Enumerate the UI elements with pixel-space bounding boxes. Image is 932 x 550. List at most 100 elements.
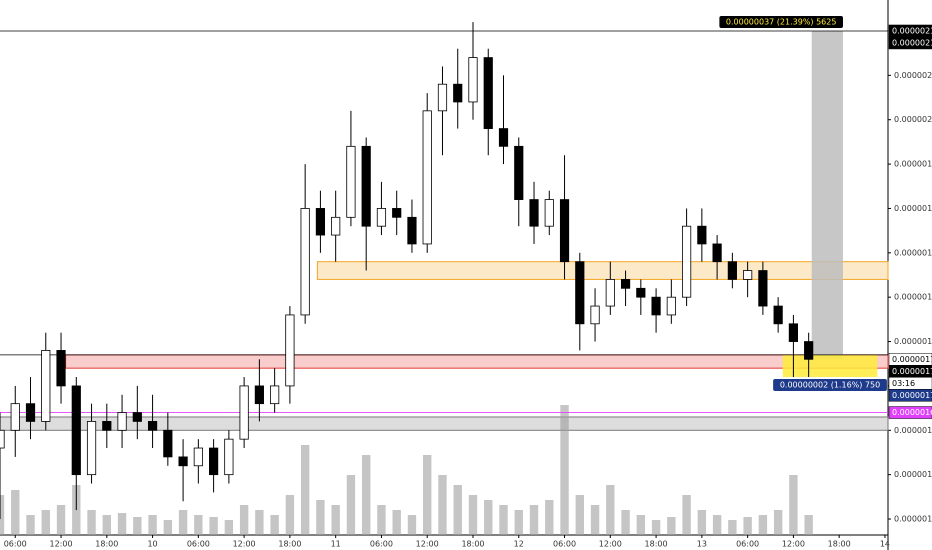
volume-bar — [651, 520, 661, 535]
candle-body — [620, 279, 631, 289]
x-tick-label: 12:00 — [49, 540, 72, 549]
y-tick-label: 0.00000190 — [894, 204, 932, 213]
volume-bar — [316, 500, 325, 535]
candle-body — [514, 145, 524, 200]
candle-body — [25, 403, 36, 422]
candle-body — [71, 385, 81, 476]
price-label: 0.00000171 — [892, 391, 932, 400]
candle-body — [712, 243, 722, 263]
y-tick-label: 0.00000160 — [894, 470, 932, 479]
candle-body — [468, 57, 478, 103]
volume-bar — [575, 495, 584, 535]
volume-bar — [560, 405, 569, 535]
candle-body — [163, 429, 173, 458]
candle-body — [178, 456, 188, 467]
candle-body — [239, 385, 249, 440]
candle-body — [193, 447, 203, 467]
volume-bar — [636, 515, 646, 535]
x-tick-label: 13 — [697, 540, 707, 549]
volume-bar — [453, 485, 462, 535]
candle-body — [498, 128, 509, 147]
candle-body — [147, 421, 158, 431]
price-label-bg — [888, 389, 932, 402]
candle-body — [346, 145, 356, 218]
volume-bar — [163, 520, 173, 535]
price-label: 0.00000167 — [892, 408, 932, 417]
candle-body — [224, 438, 234, 476]
x-tick-label: 06:00 — [736, 540, 759, 549]
volume-bar — [300, 445, 310, 535]
candle-body — [773, 305, 783, 325]
volume-bar — [789, 475, 798, 535]
candle-body — [41, 350, 51, 422]
x-tick-label: 10 — [147, 540, 157, 549]
candle-body — [453, 83, 463, 103]
volume-bar — [209, 517, 218, 535]
volume-bar — [590, 505, 600, 535]
volume-bar — [148, 515, 157, 535]
y-tick-label: 0.00000185 — [894, 248, 932, 257]
y-tick-label: 0.00000165 — [894, 426, 932, 435]
volume-bar — [0, 495, 5, 535]
candle-body — [209, 447, 219, 476]
candle-body — [407, 216, 417, 245]
x-tick-label: 18:00 — [278, 540, 301, 549]
measure-box — [782, 354, 878, 378]
y-tick-label: 0.00000195 — [894, 160, 932, 169]
candle-body — [270, 385, 280, 405]
candle-body — [544, 199, 554, 227]
volume-bar — [484, 500, 493, 535]
x-tick-label: 18:00 — [645, 540, 668, 549]
y-tick-label: 0.00000200 — [894, 115, 932, 124]
volume-bar — [682, 495, 691, 535]
candle-body — [788, 323, 798, 342]
volume-bar — [11, 490, 20, 535]
y-tick-label: 0.00000205 — [894, 71, 932, 80]
volume-bar — [514, 510, 523, 535]
y-tick-label: 0.00000155 — [894, 515, 932, 524]
volume-bar — [346, 475, 356, 535]
candle-body — [361, 145, 371, 227]
candle-body — [651, 296, 661, 316]
x-tick-label: 06:00 — [370, 540, 393, 549]
x-tick-label: 12:00 — [599, 540, 622, 549]
volume-bar — [194, 515, 203, 535]
candle-body — [56, 350, 66, 387]
candle-body — [804, 341, 814, 360]
zone — [316, 261, 889, 280]
measure-box — [811, 30, 843, 360]
volume-bar — [87, 510, 96, 535]
volume-bar — [26, 515, 35, 535]
volume-bar — [804, 515, 813, 535]
volume-bar — [407, 515, 417, 535]
volume-bar — [712, 515, 722, 535]
price-label-bg — [888, 406, 932, 419]
volume-bar — [392, 510, 401, 535]
price-label: 0.00000210 — [892, 26, 932, 35]
x-tick-label: 18:00 — [461, 540, 484, 549]
volume-bar — [285, 495, 295, 535]
volume-bar — [773, 510, 783, 535]
candle-body — [285, 314, 295, 387]
volume-bar — [56, 505, 66, 535]
price-label-bg — [888, 36, 932, 50]
price-label: 0.00000173 — [892, 367, 932, 376]
volume-bar — [743, 517, 752, 535]
measure-label: 0.00000037 (21.39%) 5625 — [726, 17, 837, 26]
candle-body — [758, 270, 768, 307]
x-tick-label: 12 — [514, 540, 524, 549]
volume-bar — [224, 520, 234, 535]
candle-body — [605, 279, 615, 307]
candle-body — [102, 421, 112, 431]
y-tick-label: 0.00000180 — [894, 293, 932, 302]
volume-bar — [758, 515, 768, 535]
price-label: 0.00000210 — [892, 38, 932, 47]
candle-body — [132, 412, 142, 422]
x-tick-label: 06:00 — [187, 540, 210, 549]
volume-bar — [117, 513, 127, 535]
candle-body — [743, 270, 753, 280]
volume-bar — [667, 517, 676, 535]
candle-body — [300, 208, 310, 316]
measure-label-bg — [719, 15, 843, 28]
